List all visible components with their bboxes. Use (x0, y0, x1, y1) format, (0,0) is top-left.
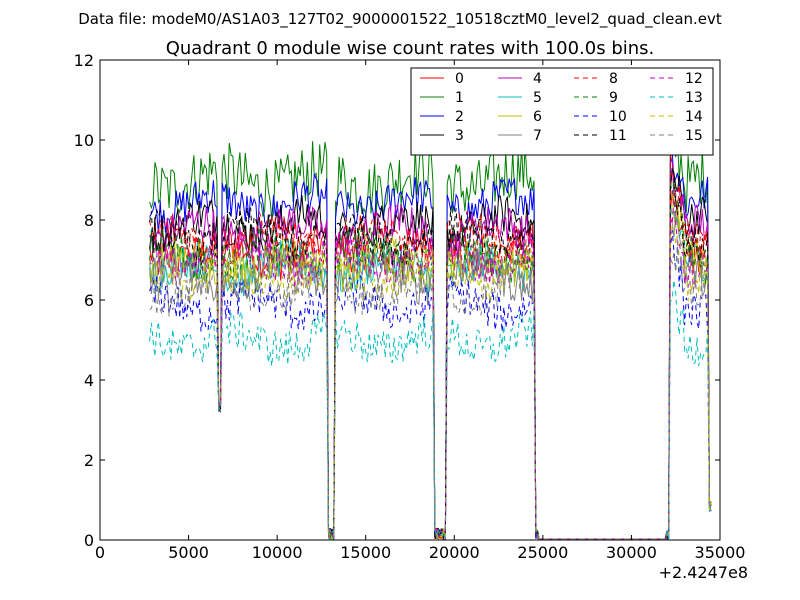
y-tick-label: 2 (84, 451, 94, 470)
legend-label-6: 6 (533, 109, 542, 125)
x-tick-label: 10000 (252, 543, 303, 562)
series-line-15 (149, 242, 712, 540)
x-axis-offset-label: +2.4247e8 (659, 563, 748, 582)
legend-label-3: 3 (455, 128, 464, 144)
legend-label-9: 9 (609, 90, 618, 106)
chart-title: Quadrant 0 module wise count rates with … (166, 38, 655, 59)
legend-label-2: 2 (455, 109, 464, 125)
legend-label-10: 10 (609, 109, 627, 125)
series-lines (149, 110, 712, 540)
series-line-9 (149, 180, 712, 540)
legend-label-11: 11 (609, 128, 627, 144)
legend-label-8: 8 (609, 71, 618, 87)
x-tick-label: 25000 (517, 543, 568, 562)
legend-label-14: 14 (685, 109, 703, 125)
series-line-11 (149, 166, 712, 540)
legend-label-13: 13 (685, 90, 703, 106)
x-tick-label: 15000 (340, 543, 391, 562)
y-tick-label: 0 (84, 531, 94, 550)
x-tick-label: 0 (95, 543, 105, 562)
legend-label-7: 7 (533, 128, 542, 144)
x-tick-label: 35000 (695, 543, 746, 562)
legend-label-4: 4 (533, 71, 542, 87)
y-tick-label: 12 (74, 51, 94, 70)
legend-label-0: 0 (455, 71, 464, 87)
legend-label-5: 5 (533, 90, 542, 106)
y-tick-label: 10 (74, 131, 94, 150)
legend-box (410, 67, 714, 156)
plot-area: 0 5000 10000 15000 20000 25000 30000 35000 0 2 4 6 8… (74, 51, 748, 582)
y-tick-label: 6 (84, 291, 94, 310)
x-tick-label: 5000 (168, 543, 209, 562)
x-tick-label: 20000 (429, 543, 480, 562)
legend-label-15: 15 (685, 128, 703, 144)
suptitle: Data file: modeM0/AS1A03_127T02_90000015… (78, 10, 722, 29)
legend-label-12: 12 (685, 71, 703, 87)
axis-ticks: 0 5000 10000 15000 20000 25000 30000 35000 0 2 4 6 8… (74, 51, 746, 562)
legend-label-1: 1 (455, 90, 464, 106)
x-tick-label: 30000 (606, 543, 657, 562)
y-tick-label: 8 (84, 211, 94, 230)
y-tick-label: 4 (84, 371, 94, 390)
